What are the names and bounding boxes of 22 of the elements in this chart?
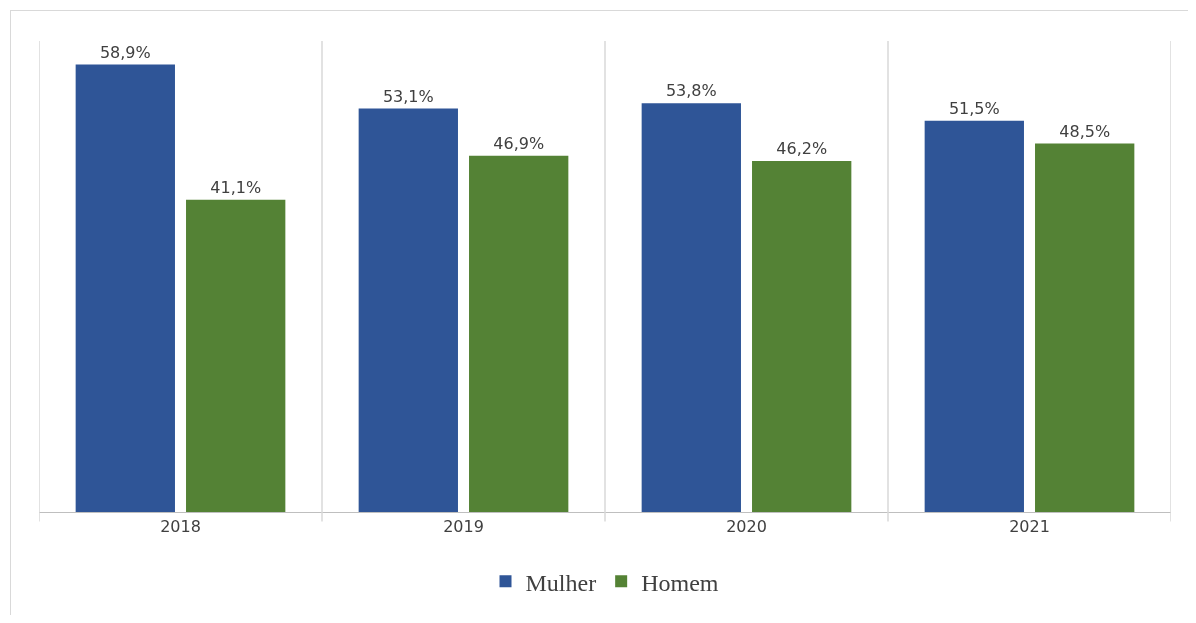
data-label: 53,1% bbox=[382, 86, 434, 106]
bar bbox=[469, 155, 569, 512]
x-tick-label: 2020 bbox=[726, 517, 767, 537]
bar bbox=[358, 108, 458, 512]
x-tick-label: 2021 bbox=[1009, 517, 1050, 537]
data-label: 58,9% bbox=[99, 42, 151, 62]
data-label: 48,5% bbox=[1059, 121, 1111, 141]
bar bbox=[1035, 143, 1135, 512]
data-label: 51,5% bbox=[948, 98, 1000, 118]
bar bbox=[924, 120, 1024, 512]
data-label: 41,1% bbox=[210, 177, 262, 197]
bar bbox=[186, 199, 286, 512]
data-label: 53,8% bbox=[665, 81, 717, 101]
bar bbox=[641, 103, 741, 512]
bar bbox=[75, 64, 175, 512]
bar bbox=[752, 161, 852, 512]
data-label: 46,9% bbox=[493, 133, 545, 153]
x-tick-label: 2018 bbox=[160, 517, 201, 537]
x-tick-label: 2019 bbox=[443, 517, 484, 537]
data-label: 46,2% bbox=[776, 139, 828, 159]
legend-label: Homem bbox=[641, 569, 719, 596]
legend-label: Mulher bbox=[525, 569, 597, 596]
